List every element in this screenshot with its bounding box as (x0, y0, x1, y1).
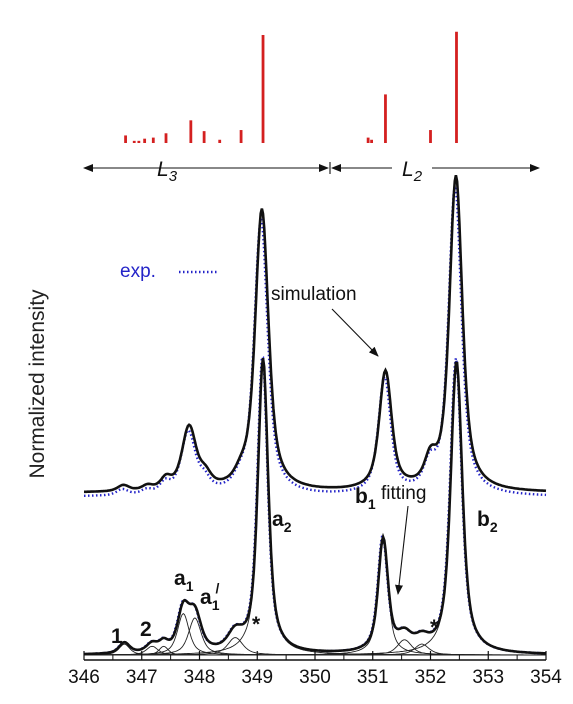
x-tick-label-350: 350 (299, 667, 331, 688)
peak-label-a1-sub: 1 (186, 578, 194, 594)
edge-l3-label: L3 (157, 158, 178, 185)
stick-spectrum (124, 31, 458, 143)
peak-label-2: 2 (140, 618, 152, 641)
x-tick-label-347: 347 (126, 667, 158, 688)
peak-label-star-2: * (430, 616, 439, 639)
series-simulation-upper (84, 175, 547, 494)
peak-label-b1-letter: b (355, 485, 368, 508)
peak-label-a2-sub: 2 (284, 519, 292, 535)
fitting-component-7 (84, 540, 546, 656)
peak-label-a2: a2 (272, 508, 292, 535)
x-tick-label-346: 346 (68, 667, 100, 688)
fitting-component-3 (84, 613, 546, 656)
edge-l2-label: L2 (402, 158, 423, 185)
peak-label-b2: b2 (477, 508, 498, 535)
upper-spectra (84, 175, 547, 497)
exp-legend: exp. (120, 261, 218, 282)
peak-label-a1p-prime: / (215, 580, 219, 596)
simulation-annotation: simulation (271, 284, 379, 357)
simulation-label: simulation (271, 284, 357, 305)
fitting-label: fitting (381, 483, 426, 504)
peak-label-a1: a1 (174, 567, 194, 594)
lower-spectra (83, 356, 547, 656)
fitting-annotation: fitting (381, 483, 426, 595)
series-exp-lower (83, 356, 546, 656)
series-exp-upper (84, 185, 547, 497)
peak-label-b1-sub: 1 (368, 496, 376, 512)
peak-label-a2-letter: a (272, 508, 284, 531)
y-axis-label: Normalized intensity (26, 289, 49, 479)
peak-label-a1p-sub: 1 (212, 597, 220, 613)
series-fitting-sum (84, 358, 546, 656)
peak-label-b1: b1 (355, 485, 376, 512)
exp-label: exp. (120, 261, 156, 282)
fitting-arrow (395, 505, 409, 595)
x-ticks: 346 347 348 349 350 351 352 353 354 (68, 651, 562, 688)
x-tick-label-349: 349 (241, 667, 273, 688)
x-tick-label-348: 348 (184, 667, 216, 688)
edge-l3-letter: L (157, 158, 169, 181)
peak-label-b2-sub: 2 (490, 519, 498, 535)
x-axis: 346 347 348 349 350 351 352 353 354 (68, 651, 562, 688)
peak-label-star-1: * (252, 613, 261, 636)
peak-label-a1-prime: a1/ (200, 580, 220, 613)
peak-label-a1p-letter: a (200, 586, 212, 609)
peak-label-1: 1 (111, 625, 123, 648)
peak-labels: 1 2 a1 a1/ * a2 b1 * b2 (111, 485, 498, 648)
x-tick-label-354: 354 (530, 667, 562, 688)
simulation-arrow (331, 308, 379, 357)
edge-markers: L3 L2 (83, 158, 540, 185)
x-tick-label-353: 353 (472, 667, 504, 688)
peak-label-a1-letter: a (174, 567, 186, 590)
edge-l2-letter: L (402, 158, 414, 181)
peak-label-b2-letter: b (477, 508, 490, 531)
x-tick-label-352: 352 (415, 667, 447, 688)
edge-l3-sub: 3 (169, 168, 178, 185)
edge-l2-sub: 2 (413, 168, 423, 185)
x-tick-label-351: 351 (357, 667, 389, 688)
